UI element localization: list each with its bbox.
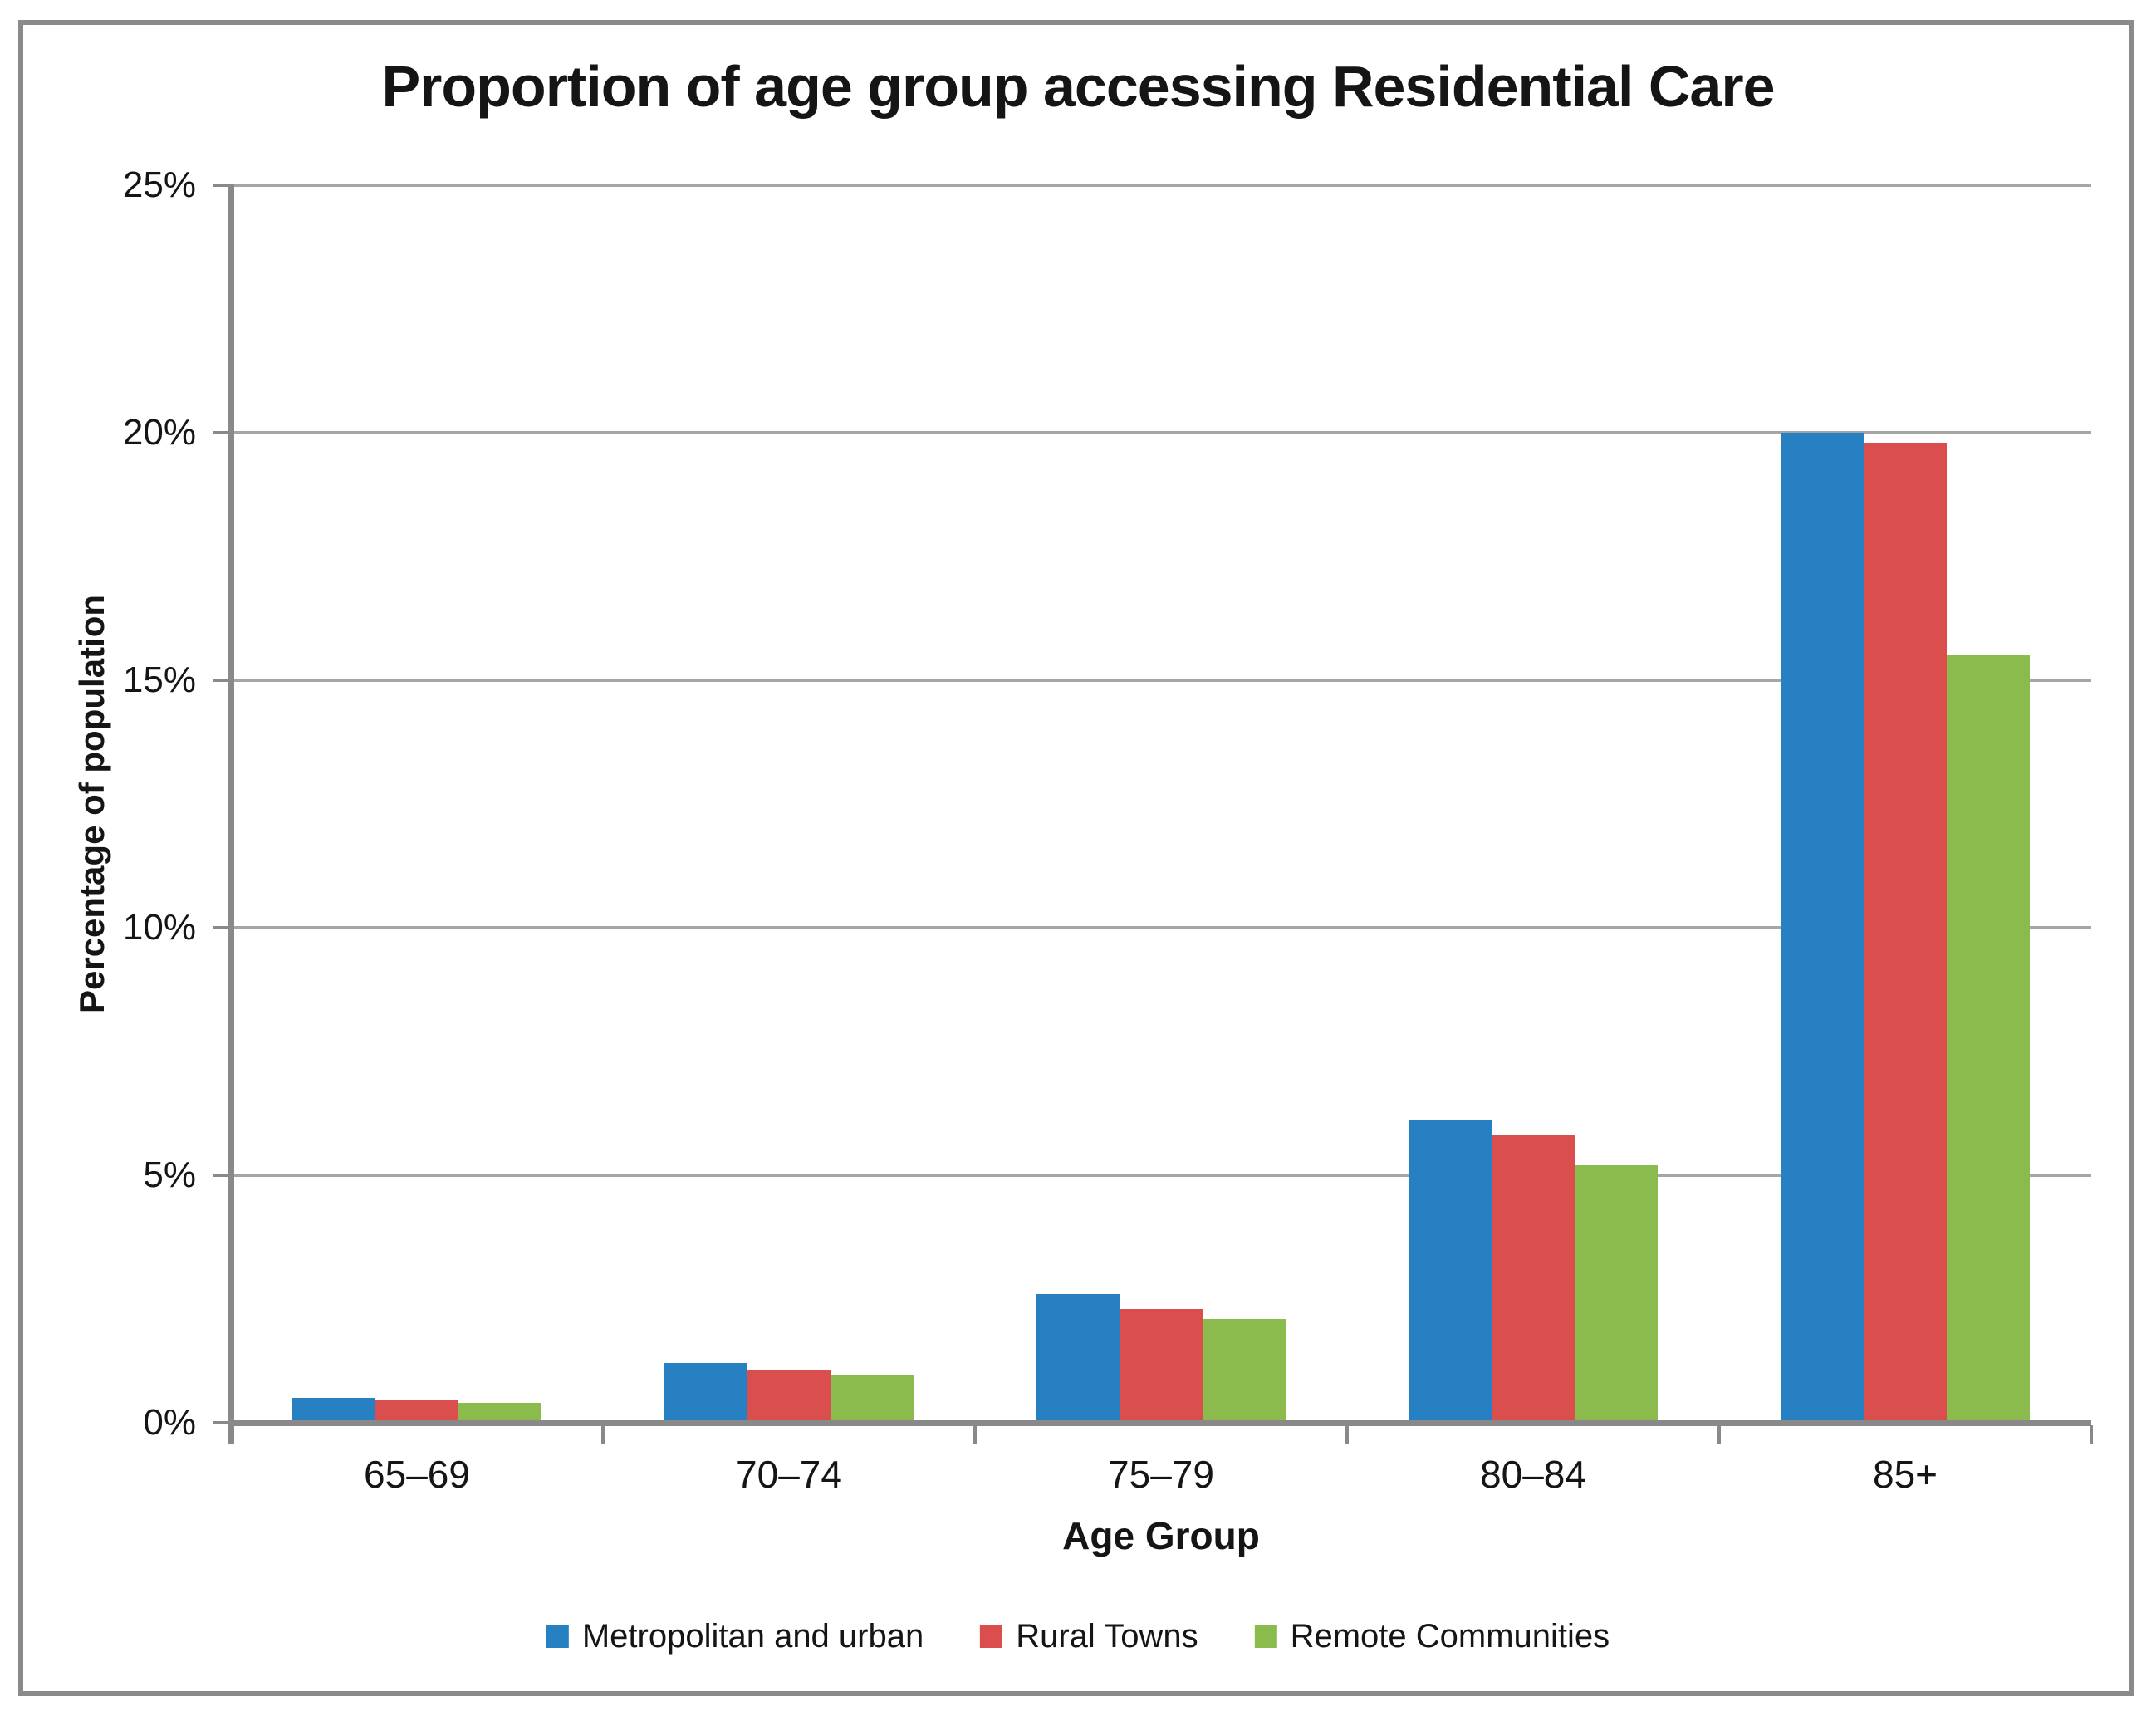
legend-swatch: [546, 1625, 569, 1648]
x-tick-label: 70–74: [736, 1453, 842, 1496]
gridline: [231, 1174, 2091, 1177]
legend-item-rural-towns: Rural Towns: [980, 1618, 1198, 1655]
legend-item-metropolitan-and-urban: Metropolitan and urban: [546, 1618, 924, 1655]
legend-label: Rural Towns: [1016, 1618, 1198, 1655]
y-tick-label: 0%: [143, 1402, 196, 1443]
x-tick: [1345, 1425, 1349, 1444]
x-tick: [2090, 1425, 2093, 1444]
bar-rural-towns-75–79: [1120, 1308, 1203, 1423]
bar-remote-communities-65–69: [458, 1403, 541, 1423]
y-axis-line: [228, 184, 234, 1444]
legend-swatch: [980, 1625, 1003, 1648]
gridline: [231, 926, 2091, 929]
bar-rural-towns-85+: [1864, 442, 1947, 1423]
bar-rural-towns-80–84: [1492, 1135, 1575, 1423]
gridline: [231, 184, 2091, 187]
x-tick: [973, 1425, 977, 1444]
bar-metropolitan-and-urban-80–84: [1409, 1120, 1492, 1423]
bar-metropolitan-and-urban-85+: [1781, 433, 1864, 1423]
y-tick: [213, 1421, 231, 1424]
bar-rural-towns-65–69: [375, 1400, 458, 1423]
chart-title: Proportion of age group accessing Reside…: [381, 54, 1775, 119]
y-tick-label: 25%: [122, 164, 196, 205]
legend-label: Remote Communities: [1290, 1618, 1610, 1655]
x-tick: [1717, 1425, 1721, 1444]
gridline: [231, 679, 2091, 682]
bar-metropolitan-and-urban-75–79: [1036, 1294, 1120, 1423]
bar-remote-communities-75–79: [1203, 1318, 1286, 1423]
x-tick-label: 75–79: [1108, 1453, 1214, 1496]
x-tick: [229, 1425, 233, 1444]
bar-rural-towns-70–74: [747, 1370, 831, 1423]
y-tick: [213, 679, 231, 682]
bar-remote-communities-70–74: [831, 1375, 914, 1423]
y-tick: [213, 184, 231, 187]
bar-metropolitan-and-urban-65–69: [292, 1398, 375, 1423]
bar-metropolitan-and-urban-70–74: [664, 1363, 747, 1423]
x-tick-label: 65–69: [364, 1453, 470, 1496]
bar-remote-communities-80–84: [1575, 1165, 1658, 1423]
y-tick-label: 10%: [122, 907, 196, 948]
x-axis-line: [228, 1419, 2091, 1426]
legend-item-remote-communities: Remote Communities: [1254, 1618, 1610, 1655]
x-tick: [601, 1425, 605, 1444]
gridline: [231, 431, 2091, 434]
y-tick: [213, 431, 231, 434]
x-tick-label: 85+: [1872, 1453, 1938, 1496]
y-tick: [213, 1174, 231, 1177]
y-tick-label: 20%: [122, 412, 196, 453]
legend-label: Metropolitan and urban: [581, 1618, 924, 1655]
bar-remote-communities-85+: [1947, 655, 2030, 1423]
legend: Metropolitan and urban Rural Towns Remote …: [546, 1618, 1610, 1655]
x-axis-title: Age Group: [1062, 1514, 1260, 1557]
y-tick-label: 15%: [122, 659, 196, 700]
x-tick-label: 80–84: [1480, 1453, 1586, 1496]
legend-swatch: [1254, 1625, 1277, 1648]
y-tick-label: 5%: [143, 1155, 196, 1195]
y-tick: [213, 926, 231, 929]
